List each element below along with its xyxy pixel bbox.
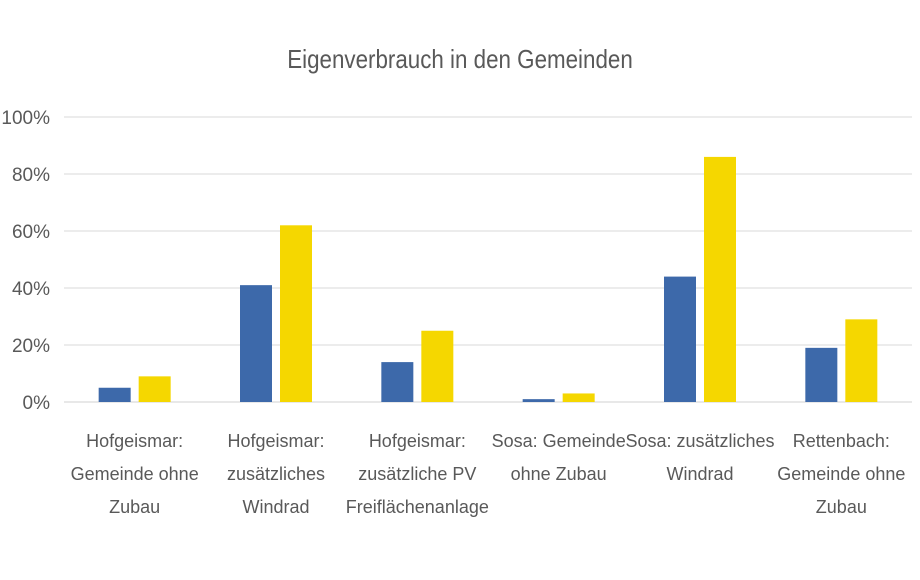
- y-tick-label: 60%: [12, 222, 50, 243]
- x-category-label: Sosa: zusätzliches: [625, 431, 774, 451]
- y-tick-label: 100%: [1, 108, 50, 129]
- bar-series-2: [704, 156, 736, 402]
- x-category-label: ohne Zubau: [511, 464, 607, 484]
- x-category-label: Gemeinde ohne: [71, 464, 199, 484]
- y-tick-label: 40%: [12, 279, 50, 300]
- x-category-label: Zubau: [109, 497, 160, 517]
- bar-series-1: [522, 399, 555, 402]
- bar-series-1: [664, 276, 696, 402]
- x-category-label: Gemeinde ohne: [777, 464, 905, 484]
- chart-title: Eigenverbrauch in den Gemeinden: [287, 44, 633, 74]
- bar-series-1: [98, 387, 131, 402]
- x-category-label: Zubau: [816, 497, 867, 517]
- bar-series-2: [845, 319, 878, 402]
- x-category-label: Hofgeismar:: [86, 431, 183, 451]
- x-category-label: zusätzliches: [227, 464, 325, 484]
- x-category-label: Freiflächenanlage: [346, 497, 489, 517]
- y-tick-label: 0%: [23, 393, 51, 414]
- bar-series-1: [805, 347, 838, 402]
- x-category-label: Sosa: Gemeinde: [492, 431, 626, 451]
- y-tick-label: 80%: [12, 165, 50, 186]
- x-category-label: Windrad: [242, 497, 309, 517]
- bar-series-2: [562, 393, 595, 402]
- y-tick-label: 20%: [12, 336, 50, 357]
- bar-series-1: [240, 285, 272, 402]
- bar-series-2: [138, 376, 171, 402]
- bar-series-1: [381, 362, 414, 402]
- x-category-label: Hofgeismar:: [227, 431, 324, 451]
- x-category-label: Rettenbach:: [793, 431, 890, 451]
- x-category-label: zusätzliche PV: [358, 464, 476, 484]
- bar-series-2: [421, 330, 454, 402]
- bar-series-2: [280, 225, 312, 402]
- x-category-label: Hofgeismar:: [369, 431, 466, 451]
- x-category-label: Windrad: [666, 464, 733, 484]
